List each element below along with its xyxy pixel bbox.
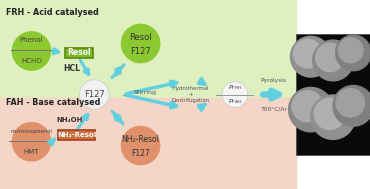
Circle shape [80,80,108,109]
Circle shape [222,82,248,107]
Text: NH₄OH: NH₄OH [56,117,83,123]
Text: HMT: HMT [24,149,39,155]
Text: Phenol: Phenol [20,37,43,43]
Text: Pyrolysis: Pyrolysis [261,78,287,83]
Bar [0,0,296,98]
Circle shape [290,36,331,77]
Text: HCHO: HCHO [21,58,42,64]
Circle shape [121,126,161,165]
Circle shape [311,95,355,139]
Circle shape [336,88,364,117]
Circle shape [313,40,353,81]
Circle shape [223,82,247,107]
Text: Hydrothermal
+
Centrifugation: Hydrothermal + Centrifugation [171,86,210,103]
Circle shape [338,38,363,63]
Text: F127: F127 [130,46,151,56]
Bar [58,130,95,140]
Bar [0,98,296,189]
Text: FAH - Base catalysed: FAH - Base catalysed [6,98,100,107]
Circle shape [336,35,370,71]
Circle shape [11,31,51,71]
Text: Stirring: Stirring [133,91,156,95]
Text: m-Aminophenol: m-Aminophenol [10,129,53,134]
Text: F127: F127 [84,90,105,99]
Text: HCL: HCL [64,64,81,73]
Circle shape [289,88,333,132]
Text: Resol: Resol [67,48,90,57]
Bar [65,48,92,58]
Text: NH₂-Resol: NH₂-Resol [57,132,96,138]
Circle shape [121,24,161,63]
Circle shape [293,39,322,68]
Text: F127: F127 [131,149,150,158]
Text: 700°C/Ar: 700°C/Ar [260,106,287,111]
Circle shape [314,98,345,129]
Bar [296,34,370,155]
Circle shape [316,43,344,72]
Text: NH₂-Resol: NH₂-Resol [122,135,159,144]
Circle shape [80,80,109,109]
Text: $P_{FRH}$: $P_{FRH}$ [228,83,242,92]
Text: Resol: Resol [129,33,152,42]
Text: $P_{FAH}$: $P_{FAH}$ [228,97,242,106]
Circle shape [333,85,370,126]
Circle shape [11,122,51,162]
Circle shape [292,91,323,122]
Text: FRH - Acid catalysed: FRH - Acid catalysed [6,8,98,17]
